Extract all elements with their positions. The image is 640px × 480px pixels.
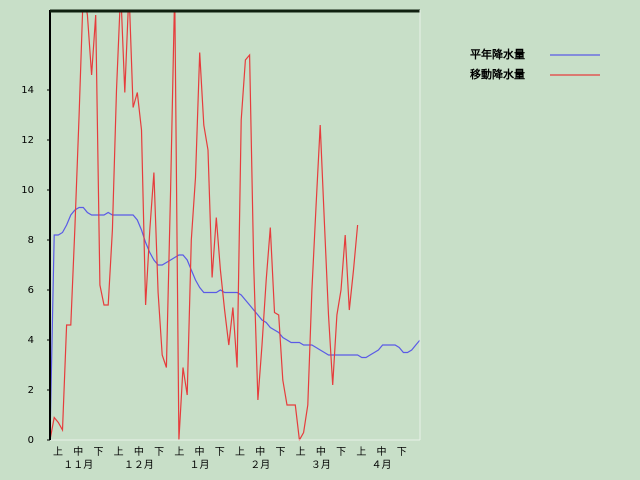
x-tick-label: 下 xyxy=(336,447,346,458)
y-tick-label: 10 xyxy=(21,185,34,196)
x-tick-label: 上 xyxy=(174,446,184,458)
x-tick-label: 中 xyxy=(134,445,144,458)
x-tick-label: 下 xyxy=(93,447,103,458)
month-label: ４月 xyxy=(372,459,392,471)
x-tick-label: 上 xyxy=(114,446,124,458)
y-tick-label: 2 xyxy=(28,385,34,396)
month-label: ３月 xyxy=(311,459,331,471)
y-tick-label: 8 xyxy=(28,235,34,246)
plot-area xyxy=(50,10,420,441)
x-tick-label: 下 xyxy=(154,447,164,458)
series-line xyxy=(50,206,420,441)
legend-label: 平年降水量 xyxy=(470,47,525,61)
y-tick-label: 4 xyxy=(28,335,34,346)
x-tick-label: 中 xyxy=(316,445,326,458)
x-tick-label: 中 xyxy=(195,445,205,458)
x-tick-label: 上 xyxy=(53,446,63,458)
series-line xyxy=(50,10,359,441)
x-tick-label: 中 xyxy=(255,445,265,458)
x-tick-label: 上 xyxy=(235,446,245,458)
x-tick-label: 中 xyxy=(377,445,387,458)
month-label: １２月 xyxy=(124,459,154,471)
x-tick-label: 下 xyxy=(275,447,285,458)
x-tick-label: 中 xyxy=(73,445,83,458)
month-label: １月 xyxy=(190,459,210,471)
y-tick-label: 14 xyxy=(21,85,34,96)
month-label: １１月 xyxy=(63,459,93,471)
x-tick-label: 上 xyxy=(296,446,306,458)
y-tick-label: 0 xyxy=(28,435,34,446)
x-tick-label: 上 xyxy=(356,446,366,458)
x-tick-label: 下 xyxy=(397,447,407,458)
y-tick-label: 12 xyxy=(21,135,34,146)
x-tick-label: 下 xyxy=(215,447,225,458)
y-tick-label: 6 xyxy=(28,285,34,296)
legend-label: 移動降水量 xyxy=(470,67,525,81)
month-label: ２月 xyxy=(250,459,270,471)
